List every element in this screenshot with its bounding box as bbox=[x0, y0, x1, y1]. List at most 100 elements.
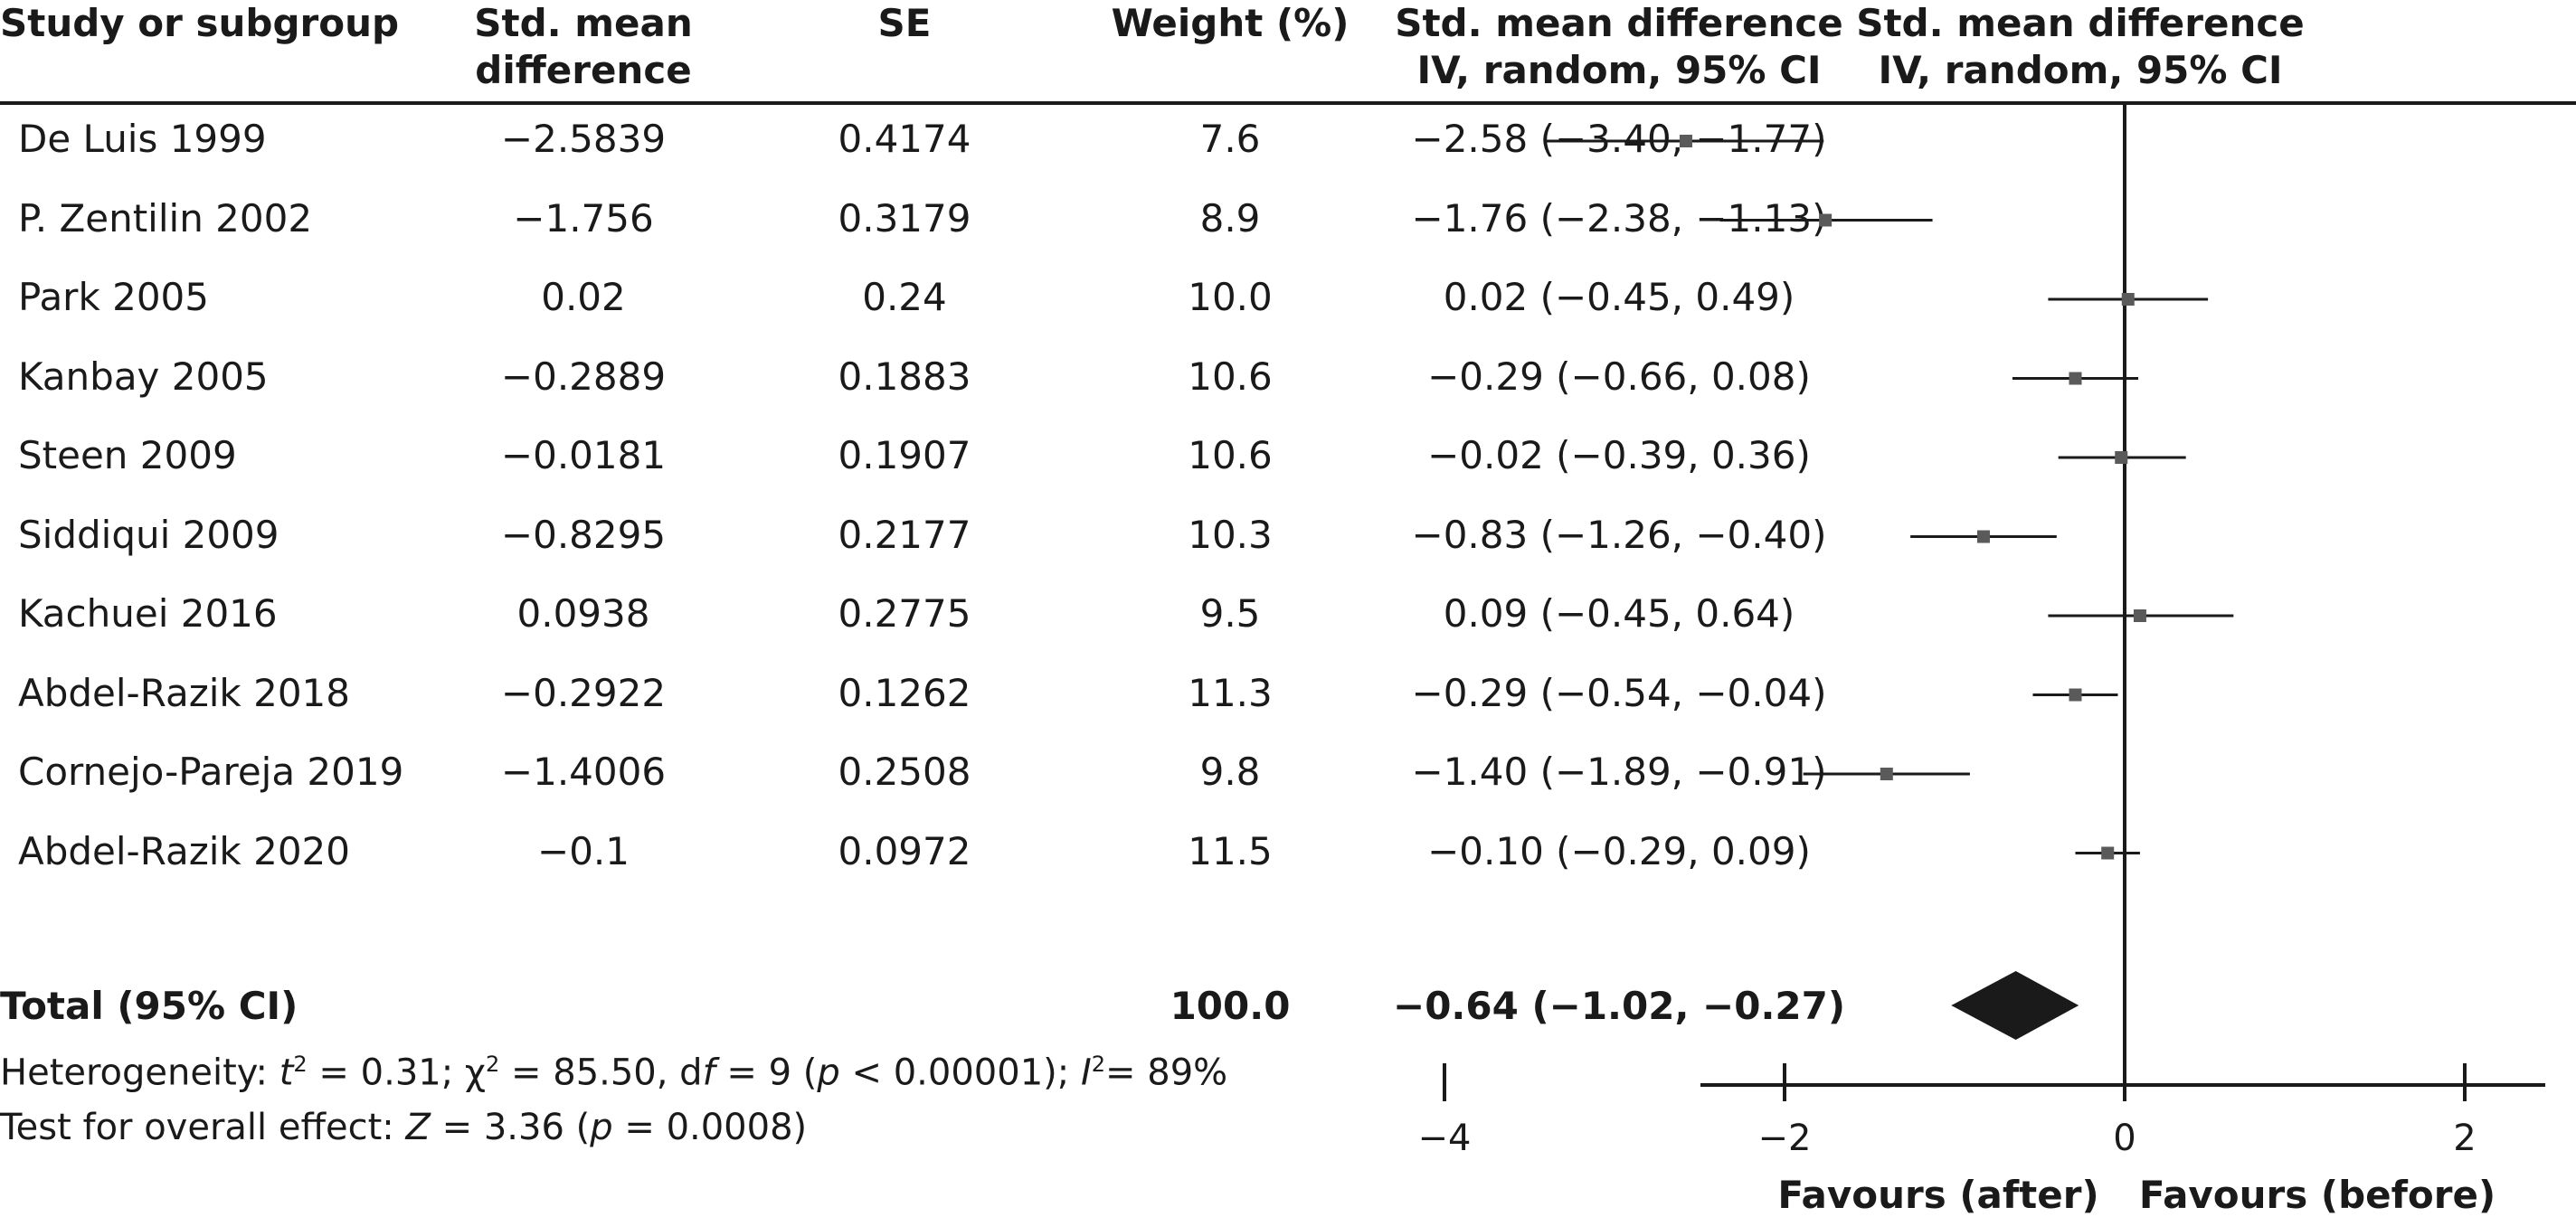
row-se-value: 0.2775 bbox=[838, 591, 971, 636]
study-point bbox=[1679, 135, 1692, 147]
chi-value: = 85.50, d bbox=[499, 1052, 703, 1094]
row-weight-value: 8.9 bbox=[1199, 195, 1261, 241]
row-ci-value: −0.10 (−0.29, 0.09) bbox=[1427, 828, 1811, 873]
i-symbol: I bbox=[1080, 1052, 1092, 1094]
row-weight-value: 11.5 bbox=[1188, 828, 1273, 873]
header-weight: Weight (%) bbox=[1111, 1, 1350, 45]
row-se-value: 0.1907 bbox=[838, 433, 971, 477]
row-study-name: Kachuei 2016 bbox=[18, 591, 278, 636]
tau-value: = 0.31; χ bbox=[307, 1052, 487, 1094]
row-weight-value: 10.0 bbox=[1188, 275, 1273, 319]
header-divider bbox=[0, 101, 2576, 105]
row-smd-value: −1.4006 bbox=[500, 750, 667, 794]
row-smd-value: −0.0181 bbox=[500, 433, 667, 477]
row-weight-value: 10.3 bbox=[1188, 512, 1273, 557]
i-value: = 89% bbox=[1105, 1052, 1228, 1094]
row-study-name: Cornejo-Pareja 2019 bbox=[18, 750, 404, 794]
row-smd-value: 0.0938 bbox=[516, 591, 650, 636]
x-tick-label: 0 bbox=[2113, 1118, 2136, 1159]
total-weight: 100.0 bbox=[1170, 984, 1291, 1028]
row-ci-value: −0.29 (−0.54, −0.04) bbox=[1411, 670, 1827, 715]
row-ci-value: −1.76 (−2.38, −1.13) bbox=[1411, 195, 1827, 241]
row-se-value: 0.0972 bbox=[838, 828, 971, 873]
row-smd-value: −0.8295 bbox=[500, 512, 667, 557]
x-label-favours-after: Favours (after) bbox=[1777, 1173, 2098, 1217]
row-ci-value: −0.83 (−1.26, −0.40) bbox=[1411, 512, 1827, 557]
study-point bbox=[2101, 846, 2115, 860]
header-smd: Std. mean difference bbox=[434, 0, 733, 94]
row-se-value: 0.1883 bbox=[838, 354, 971, 399]
chi-superscript: 2 bbox=[486, 1052, 500, 1077]
study-point bbox=[1976, 530, 1990, 543]
row-study-name: Kanbay 2005 bbox=[18, 354, 269, 399]
row-ci-value: −1.40 (−1.89, −0.91) bbox=[1411, 750, 1827, 794]
header-ci: Std. mean difference IV, random, 95% CI bbox=[1393, 0, 1845, 94]
pooled-diamond bbox=[1951, 971, 2079, 1040]
total-label: Total (95% CI) bbox=[0, 984, 298, 1028]
overall-p-symbol: p bbox=[590, 1107, 613, 1148]
z-value: = 3.36 ( bbox=[430, 1107, 591, 1148]
row-study-name: Abdel-Razik 2020 bbox=[18, 828, 350, 873]
row-ci-value: −2.58 (−3.40, −1.77) bbox=[1411, 117, 1827, 161]
row-smd-value: −2.5839 bbox=[500, 117, 667, 161]
x-label-favours-before: Favours (before) bbox=[2139, 1173, 2496, 1217]
study-point bbox=[2121, 293, 2135, 306]
row-ci-value: −0.29 (−0.66, 0.08) bbox=[1427, 354, 1811, 399]
study-point bbox=[1880, 768, 1893, 780]
row-weight-value: 9.5 bbox=[1199, 591, 1261, 636]
header-ci-line2: IV, random, 95% CI bbox=[1416, 48, 1822, 92]
row-se-value: 0.2177 bbox=[838, 512, 971, 557]
overall-effect-text: Test for overall effect: Z = 3.36 (p = 0… bbox=[0, 1105, 807, 1150]
study-point bbox=[2133, 609, 2146, 622]
row-smd-value: −0.2889 bbox=[500, 354, 667, 399]
study-point bbox=[2115, 451, 2128, 464]
row-se-value: 0.3179 bbox=[838, 195, 971, 241]
row-se-value: 0.1262 bbox=[838, 670, 971, 715]
row-study-name: Steen 2009 bbox=[18, 433, 237, 477]
row-smd-value: 0.02 bbox=[541, 275, 626, 319]
tau-symbol: t bbox=[279, 1052, 294, 1094]
p-value: < 0.00001); bbox=[839, 1052, 1081, 1094]
df-f: f bbox=[702, 1052, 715, 1094]
row-study-name: Park 2005 bbox=[18, 275, 210, 319]
row-study-name: De Luis 1999 bbox=[18, 117, 267, 161]
row-se-value: 0.2508 bbox=[838, 750, 971, 794]
row-se-value: 0.4174 bbox=[838, 117, 971, 161]
overall-prefix: Test for overall effect: bbox=[0, 1107, 406, 1148]
row-study-name: P. Zentilin 2002 bbox=[18, 195, 313, 241]
header-study: Study or subgroup bbox=[0, 1, 400, 45]
header-plot: Std. mean difference IV, random, 95% CI bbox=[1854, 0, 2306, 94]
row-smd-value: −1.756 bbox=[513, 195, 654, 241]
row-ci-value: 0.09 (−0.45, 0.64) bbox=[1443, 591, 1795, 636]
header-smd-line2: difference bbox=[475, 48, 692, 92]
x-tick-label: −2 bbox=[1758, 1118, 1812, 1159]
header-plot-line2: IV, random, 95% CI bbox=[1878, 48, 2283, 92]
tau-superscript: 2 bbox=[293, 1052, 308, 1077]
row-ci-value: −0.02 (−0.39, 0.36) bbox=[1427, 433, 1811, 477]
study-point bbox=[1819, 213, 1833, 227]
row-smd-value: −0.2922 bbox=[500, 670, 667, 715]
row-smd-value: −0.1 bbox=[537, 828, 630, 873]
header-plot-line1: Std. mean difference bbox=[1856, 1, 2305, 45]
row-weight-value: 11.3 bbox=[1188, 670, 1273, 715]
row-weight-value: 7.6 bbox=[1199, 117, 1261, 161]
z-symbol: Z bbox=[405, 1107, 431, 1148]
row-weight-value: 10.6 bbox=[1188, 354, 1273, 399]
header-ci-line1: Std. mean difference bbox=[1395, 1, 1843, 45]
total-ci: −0.64 (−1.02, −0.27) bbox=[1393, 984, 1846, 1028]
overall-p-value: = 0.0008) bbox=[612, 1107, 808, 1148]
heterogeneity-prefix: Heterogeneity: bbox=[0, 1052, 279, 1094]
header-smd-line1: Std. mean bbox=[474, 1, 693, 45]
study-point bbox=[2069, 372, 2082, 385]
row-study-name: Abdel-Razik 2018 bbox=[18, 670, 350, 715]
row-study-name: Siddiqui 2009 bbox=[18, 512, 279, 557]
x-tick-label: −4 bbox=[1418, 1118, 1472, 1159]
p-symbol: p bbox=[817, 1052, 840, 1094]
header-se: SE bbox=[877, 1, 932, 45]
row-se-value: 0.24 bbox=[862, 275, 947, 319]
row-weight-value: 10.6 bbox=[1188, 433, 1273, 477]
i-superscript: 2 bbox=[1091, 1052, 1106, 1077]
row-weight-value: 9.8 bbox=[1199, 750, 1261, 794]
df-value: = 9 ( bbox=[715, 1052, 818, 1094]
